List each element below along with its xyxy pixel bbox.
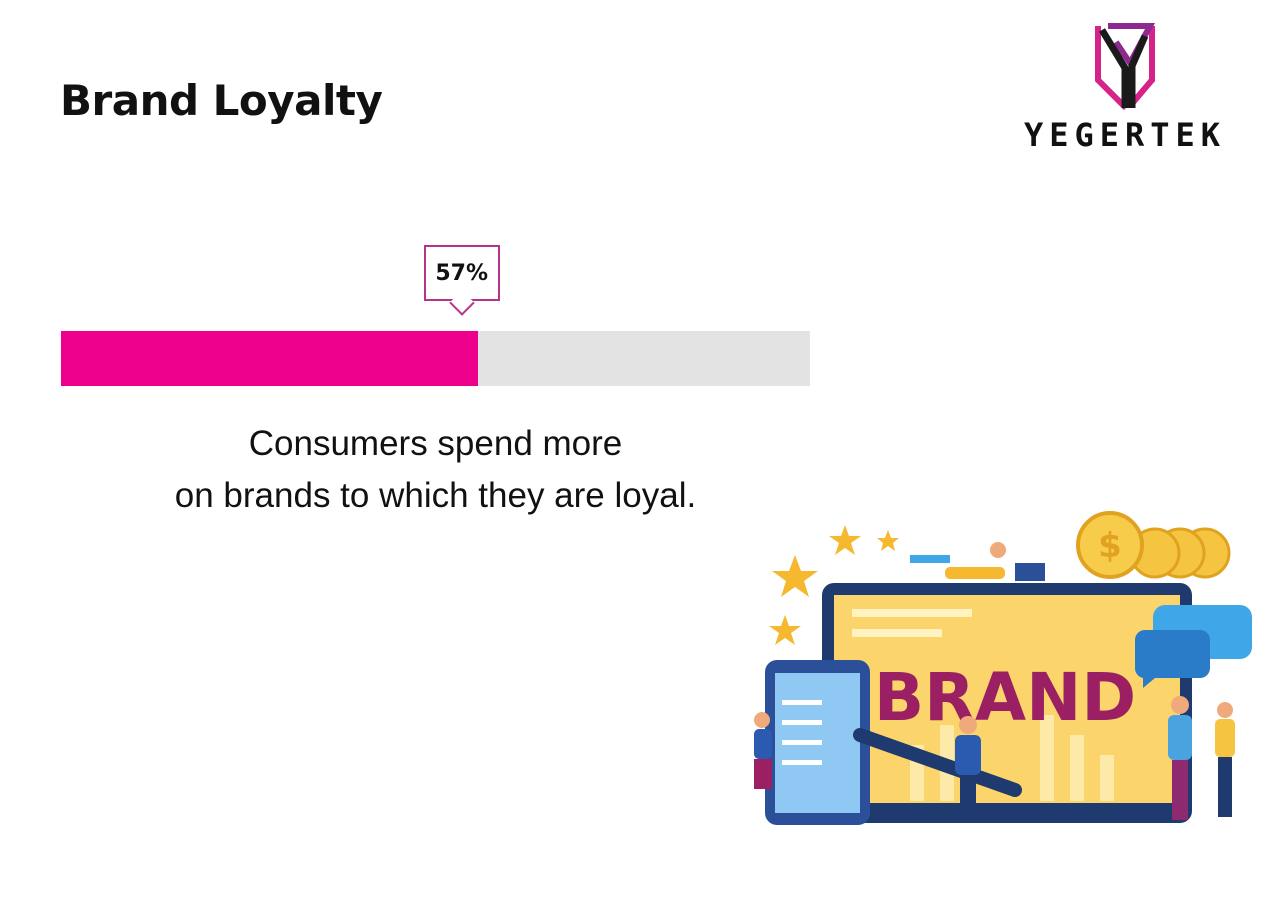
description-line-2: on brands to which they are loyal.	[174, 476, 697, 515]
star-icon	[772, 555, 818, 597]
star-icon	[769, 615, 801, 645]
progress-bar	[61, 331, 810, 386]
logo-wordmark: YEGERTEK	[1023, 116, 1227, 154]
star-icon	[877, 530, 899, 551]
brand-illustration: $ BRAND	[740, 505, 1260, 835]
person	[910, 542, 1045, 581]
svg-text:$: $	[1098, 526, 1122, 566]
description: Consumers spend more on brands to which …	[61, 418, 810, 522]
person	[1168, 696, 1192, 820]
yegertek-logo: YEGERTEK	[990, 18, 1260, 154]
description-line-1: Consumers spend more	[248, 424, 623, 463]
brand-sign-text: BRAND	[874, 659, 1136, 736]
person	[1215, 702, 1235, 817]
person	[955, 716, 981, 820]
page-title: Brand Loyalty	[60, 76, 383, 125]
logo-mark-icon	[1095, 23, 1156, 111]
person	[754, 712, 772, 789]
coin-icon: $	[1076, 511, 1231, 579]
progress-bar-fill	[61, 331, 478, 386]
progress-value-callout: 57%	[423, 245, 500, 301]
star-icon	[829, 525, 861, 555]
